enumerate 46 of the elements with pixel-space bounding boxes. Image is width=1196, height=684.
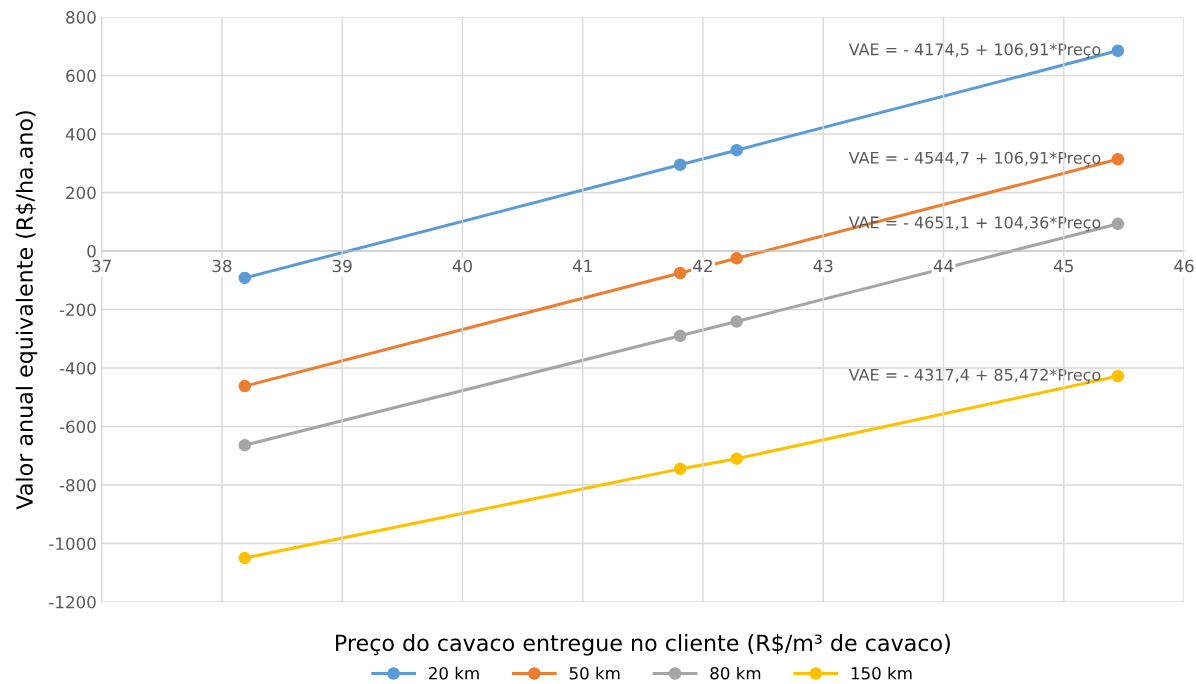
y-tick-label: 600 (66, 69, 96, 83)
point (1111, 152, 1125, 166)
legend-label: 80 km (710, 666, 761, 680)
x-tick-label: 45 (1053, 259, 1073, 273)
point (1111, 217, 1125, 231)
y-tick-label: 0 (87, 244, 96, 258)
annotation: VAE = - 4174,5 + 106,91*Preço (848, 43, 1101, 59)
point (1111, 369, 1125, 383)
legend-label: 20 km (428, 666, 479, 680)
x-tick-label: 41 (572, 259, 592, 273)
x-tick-label: 37 (92, 259, 111, 273)
y-tick-label: -600 (59, 420, 96, 434)
y-tick-label: -800 (59, 478, 96, 492)
legend-label: 50 km (569, 666, 620, 680)
y-tick-label: -400 (59, 361, 96, 375)
point (1111, 44, 1125, 57)
point (730, 452, 743, 465)
y-axis-title: Valor anual equivalente (R$/ha.ano) (15, 111, 38, 510)
point (673, 329, 687, 343)
legend-label: 150 km (851, 666, 912, 680)
annotation: VAE = - 4544,7 + 106,91*Preço (848, 151, 1101, 167)
point (238, 379, 252, 393)
annotation: VAE = - 4317,4 + 85,472*Preço (848, 368, 1101, 384)
x-tick-label: 42 (693, 259, 712, 273)
y-tick-label: 400 (65, 128, 96, 141)
y-tick-label: -200 (59, 303, 96, 317)
y-tick-label: 200 (66, 186, 96, 200)
point (730, 143, 743, 157)
x-tick-label: 38 (212, 259, 232, 273)
x-tick-label: 46 (1174, 259, 1194, 273)
x-axis-title: Preço do cavaco entregue no cliente (R$/m³ de cavaco) (336, 634, 950, 656)
point (238, 551, 252, 565)
point (238, 271, 252, 285)
y-tick-label: 800 (66, 11, 96, 24)
x-tick-label: 44 (933, 259, 954, 273)
point (730, 252, 743, 265)
x-tick-label: 43 (813, 259, 833, 273)
y-tick-label: -1000 (49, 537, 96, 551)
point (730, 315, 743, 328)
point (673, 158, 687, 172)
point (673, 266, 687, 280)
point (673, 462, 687, 476)
x-tick-label: 40 (452, 259, 472, 273)
x-tick-label: 39 (332, 259, 352, 273)
point (238, 438, 252, 452)
y-tick-label: -1200 (49, 595, 96, 609)
